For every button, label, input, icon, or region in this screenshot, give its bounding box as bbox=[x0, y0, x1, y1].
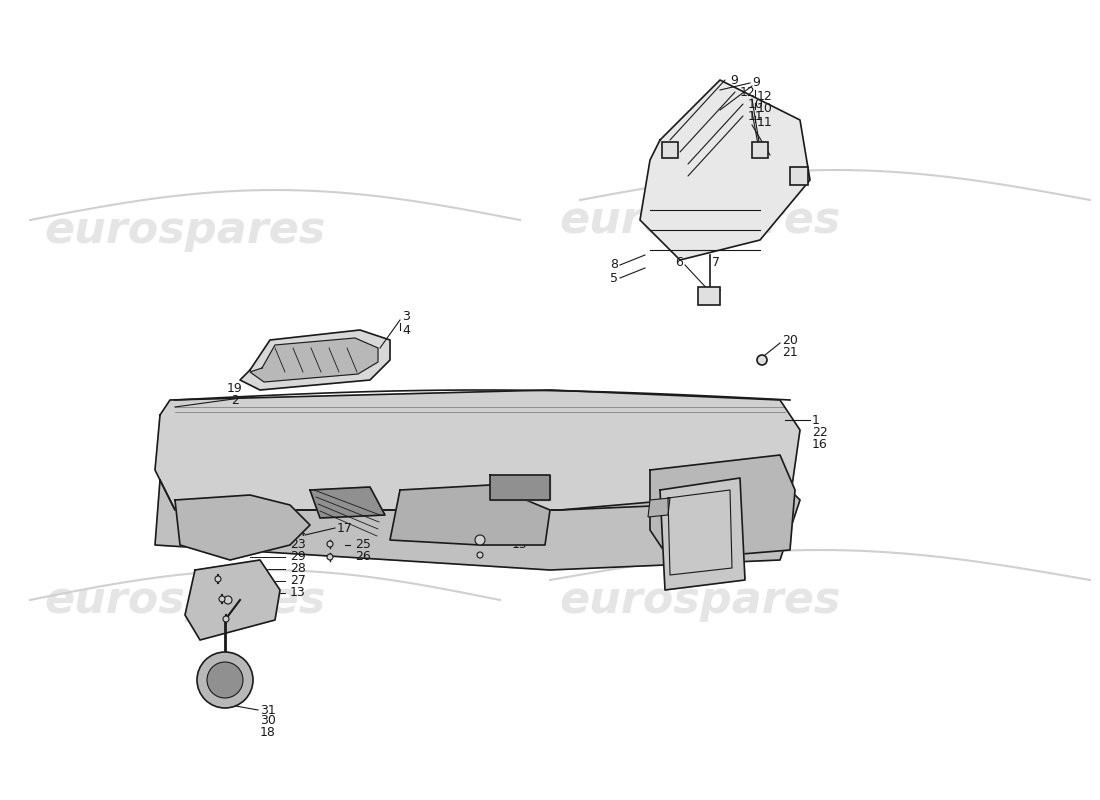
Polygon shape bbox=[310, 487, 385, 518]
Polygon shape bbox=[185, 560, 280, 640]
Text: eurospares: eurospares bbox=[559, 578, 840, 622]
Text: 2: 2 bbox=[231, 394, 239, 406]
Polygon shape bbox=[175, 495, 310, 560]
Text: 1: 1 bbox=[812, 414, 820, 426]
Text: eurospares: eurospares bbox=[559, 198, 840, 242]
Text: 28: 28 bbox=[290, 562, 306, 575]
Circle shape bbox=[757, 355, 767, 365]
Text: 11: 11 bbox=[757, 115, 772, 129]
Text: 13: 13 bbox=[290, 586, 306, 599]
Polygon shape bbox=[640, 80, 810, 260]
Polygon shape bbox=[390, 485, 550, 545]
Text: 15: 15 bbox=[512, 538, 528, 551]
Text: 5: 5 bbox=[610, 271, 618, 285]
Text: eurospares: eurospares bbox=[44, 578, 326, 622]
Text: 24: 24 bbox=[512, 526, 528, 539]
Circle shape bbox=[207, 662, 243, 698]
FancyBboxPatch shape bbox=[698, 287, 720, 305]
Text: 22: 22 bbox=[812, 426, 827, 438]
Polygon shape bbox=[648, 498, 670, 517]
FancyBboxPatch shape bbox=[790, 167, 808, 185]
Polygon shape bbox=[155, 390, 800, 510]
Polygon shape bbox=[650, 455, 795, 560]
Text: 20: 20 bbox=[782, 334, 797, 346]
Text: 24: 24 bbox=[290, 526, 306, 539]
Text: 6: 6 bbox=[675, 255, 683, 269]
Text: 11: 11 bbox=[748, 110, 763, 122]
Text: 26: 26 bbox=[355, 550, 371, 563]
Polygon shape bbox=[490, 475, 550, 500]
Text: 7: 7 bbox=[712, 257, 720, 270]
Text: 16: 16 bbox=[812, 438, 827, 450]
FancyBboxPatch shape bbox=[662, 142, 678, 158]
Circle shape bbox=[197, 652, 253, 708]
Text: 9: 9 bbox=[730, 74, 738, 86]
Circle shape bbox=[327, 554, 333, 560]
Text: 30: 30 bbox=[772, 487, 788, 501]
Text: 27: 27 bbox=[290, 574, 306, 587]
Text: 21: 21 bbox=[782, 346, 797, 358]
Text: 12: 12 bbox=[757, 90, 772, 102]
Text: 9: 9 bbox=[752, 77, 760, 90]
Polygon shape bbox=[155, 480, 800, 570]
Circle shape bbox=[214, 576, 221, 582]
Text: eurospares: eurospares bbox=[44, 209, 326, 251]
Circle shape bbox=[219, 596, 225, 602]
Text: 10: 10 bbox=[757, 102, 773, 115]
Text: 4: 4 bbox=[402, 323, 410, 337]
Text: 19: 19 bbox=[227, 382, 243, 394]
Polygon shape bbox=[250, 338, 378, 382]
Text: 23: 23 bbox=[290, 538, 306, 551]
Circle shape bbox=[475, 535, 485, 545]
Polygon shape bbox=[660, 478, 745, 590]
Text: 31: 31 bbox=[260, 703, 276, 717]
Circle shape bbox=[327, 541, 333, 547]
Polygon shape bbox=[240, 330, 390, 390]
FancyBboxPatch shape bbox=[752, 142, 768, 158]
Circle shape bbox=[223, 616, 229, 622]
Text: 3: 3 bbox=[402, 310, 410, 323]
Text: 10: 10 bbox=[748, 98, 763, 110]
Circle shape bbox=[224, 596, 232, 604]
Text: 8: 8 bbox=[610, 258, 618, 271]
Text: 17: 17 bbox=[337, 522, 353, 534]
Circle shape bbox=[477, 552, 483, 558]
Text: 25: 25 bbox=[355, 538, 371, 551]
Text: 31: 31 bbox=[772, 499, 788, 513]
Text: 14: 14 bbox=[772, 511, 788, 525]
Text: 29: 29 bbox=[290, 550, 306, 563]
Text: 30: 30 bbox=[260, 714, 276, 727]
Text: 12: 12 bbox=[740, 86, 756, 98]
Text: 18: 18 bbox=[260, 726, 276, 738]
